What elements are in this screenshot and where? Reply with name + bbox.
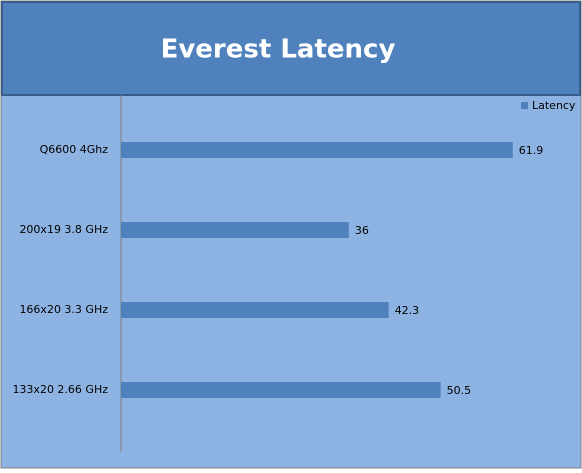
data-label: 36 (355, 224, 369, 237)
data-label: 50.5 (447, 384, 472, 397)
legend-swatch (521, 102, 528, 109)
bar (121, 142, 513, 158)
y-tick-label: 166x20 3.3 GHz (19, 303, 108, 316)
bar (121, 302, 389, 318)
y-tick-label: Q6600 4Ghz (40, 143, 109, 156)
chart-title: Everest Latency (161, 35, 396, 65)
data-label: 61.9 (519, 144, 544, 157)
title-box (1, 1, 581, 96)
y-tick-label: 133x20 2.66 GHz (12, 383, 108, 396)
bar (121, 382, 441, 398)
data-label: 42.3 (395, 304, 420, 317)
y-tick-label: 200x19 3.8 GHz (19, 223, 108, 236)
legend-label: Latency (532, 99, 576, 112)
bar (121, 222, 349, 238)
